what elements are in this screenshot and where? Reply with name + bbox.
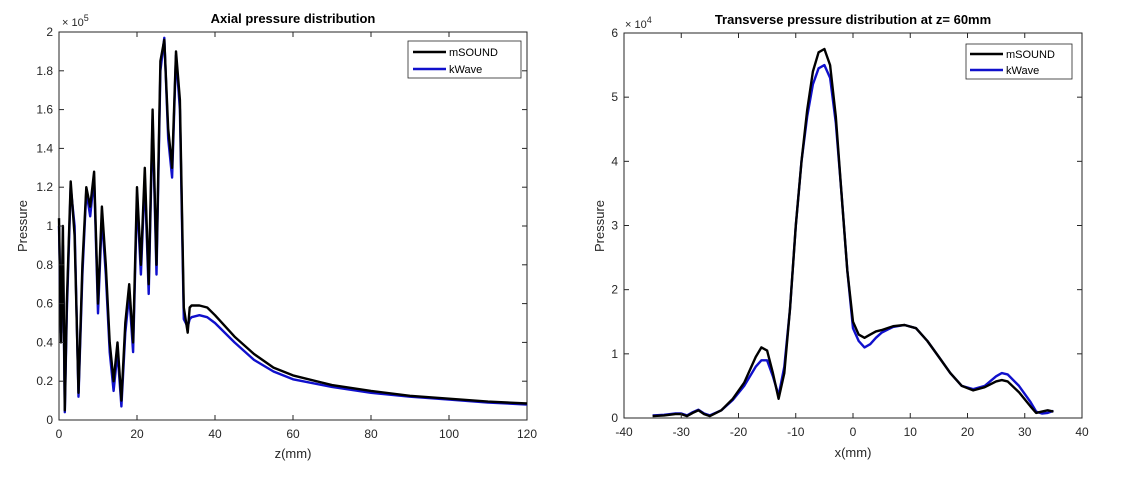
x-tick-label: -20 xyxy=(730,425,748,439)
y-tick-label: 0 xyxy=(611,411,618,425)
x-tick-label: 30 xyxy=(1018,425,1032,439)
legend-label-msound: mSOUND xyxy=(1006,49,1055,61)
x-ticks: -40 -30 -20 -10 0 10 20 30 40 xyxy=(615,33,1089,439)
legend: mSOUND kWave xyxy=(965,43,1073,80)
y-tick-label: 6 xyxy=(611,26,618,40)
y-axis-label: Pressure xyxy=(592,200,607,252)
x-ticks: 0 20 40 60 80 100 120 xyxy=(56,32,537,441)
y-tick-label: 1 xyxy=(611,347,618,361)
legend-label-msound: mSOUND xyxy=(449,47,498,59)
x-tick-label: 40 xyxy=(1075,425,1089,439)
x-tick-label: -30 xyxy=(673,425,691,439)
x-axis-label: x(mm) xyxy=(835,445,872,460)
y-tick-label: 5 xyxy=(611,90,618,104)
x-tick-label: 80 xyxy=(364,427,378,441)
x-tick-label: 20 xyxy=(961,425,975,439)
series-layer xyxy=(57,36,528,414)
series-line-msound xyxy=(652,47,1054,418)
chart-title: Transverse pressure distribution at z= 6… xyxy=(715,12,991,27)
x-tick-label: 60 xyxy=(286,427,300,441)
y-ticks: 0 1 2 3 4 5 6 xyxy=(611,26,1082,425)
legend-box xyxy=(965,43,1073,80)
y-tick-label: 1 xyxy=(46,219,53,233)
x-tick-label: -10 xyxy=(787,425,805,439)
legend-label-kwave: kWave xyxy=(449,64,482,76)
legend-box xyxy=(407,40,522,79)
legend-label-kwave: kWave xyxy=(1006,65,1039,77)
y-tick-label: 0 xyxy=(46,413,53,427)
x-tick-label: 0 xyxy=(850,425,857,439)
y-tick-label: 0.4 xyxy=(36,335,53,349)
y-tick-label: 0.6 xyxy=(36,297,53,311)
y-tick-label: 3 xyxy=(611,219,618,233)
series-line-msound xyxy=(57,38,528,412)
x-axis-label: z(mm) xyxy=(275,446,312,461)
y-tick-label: 2 xyxy=(46,25,53,39)
x-tick-label: 10 xyxy=(904,425,918,439)
series-layer xyxy=(652,47,1054,418)
y-tick-label: 1.6 xyxy=(36,103,53,117)
x-tick-label: 120 xyxy=(517,427,537,441)
x-tick-label: 40 xyxy=(208,427,222,441)
x-tick-label: 100 xyxy=(439,427,459,441)
y-tick-label: 4 xyxy=(611,154,618,168)
y-ticks: 0 0.2 0.4 0.6 0.8 1 1.2 1.4 1.6 1.8 2 xyxy=(36,25,527,427)
y-tick-label: 0.2 xyxy=(36,374,53,388)
y-tick-label: 1.8 xyxy=(36,64,53,78)
axial-pressure-chart: Axial pressure distribution × 105 0 20 40 6… xyxy=(15,11,537,461)
transverse-pressure-chart: Transverse pressure distribution at z= 6… xyxy=(592,12,1089,460)
y-tick-label: 2 xyxy=(611,283,618,297)
y-tick-label: 1.4 xyxy=(36,141,53,155)
y-axis-label: Pressure xyxy=(15,200,30,252)
y-exponent-label: × 104 xyxy=(625,15,652,31)
x-tick-label: 0 xyxy=(56,427,63,441)
y-exponent-label: × 105 xyxy=(62,13,89,29)
plot-area xyxy=(58,31,528,421)
y-tick-label: 1.2 xyxy=(36,180,53,194)
x-tick-label: 20 xyxy=(130,427,144,441)
y-tick-label: 0.8 xyxy=(36,258,53,272)
chart-title: Axial pressure distribution xyxy=(211,11,376,26)
plot-area xyxy=(623,32,1083,419)
x-tick-label: -40 xyxy=(615,425,633,439)
legend: mSOUND kWave xyxy=(407,40,522,79)
